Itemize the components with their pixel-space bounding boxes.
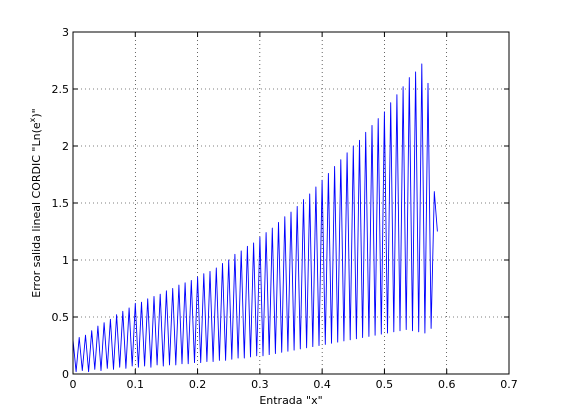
- y-tick-label: 1.5: [52, 197, 70, 210]
- grid-lines: [73, 32, 509, 374]
- series-line: [72, 63, 438, 373]
- axes-frame: [72, 31, 510, 375]
- tick-marks: [72, 31, 510, 375]
- x-tick-label: 0.5: [376, 378, 394, 391]
- y-tick-label: 0.5: [52, 311, 70, 324]
- x-tick-labels: 0 0.1 0.2 0.3 0.4 0.5 0.6 0.7: [70, 378, 518, 391]
- x-tick-label: 0.6: [438, 378, 456, 391]
- y-tick-labels: 0 0.5 1 1.5 2 2.5 3: [52, 26, 70, 381]
- y-axis-label: Error salida lineal CORDIC "Ln(ex)": [28, 108, 43, 297]
- y-tick-label: 3: [62, 26, 69, 39]
- y-axis-label-end: )": [30, 108, 43, 117]
- y-axis-label-superscript: x: [28, 117, 37, 122]
- y-tick-label: 2.5: [52, 83, 70, 96]
- x-tick-label: 0.7: [500, 378, 518, 391]
- x-tick-label: 0.1: [127, 378, 145, 391]
- y-tick-label: 2: [62, 140, 69, 153]
- y-tick-label: 1: [62, 254, 69, 267]
- plot-area: [72, 63, 438, 373]
- x-tick-label: 0.4: [313, 378, 331, 391]
- y-tick-label: 0: [62, 368, 69, 381]
- x-tick-label: 0.2: [189, 378, 207, 391]
- x-axis-label: Entrada "x": [259, 394, 322, 407]
- x-tick-label: 0.3: [251, 378, 269, 391]
- x-tick-label: 0: [70, 378, 77, 391]
- y-axis-label-main: Error salida lineal CORDIC "Ln(e: [30, 122, 43, 298]
